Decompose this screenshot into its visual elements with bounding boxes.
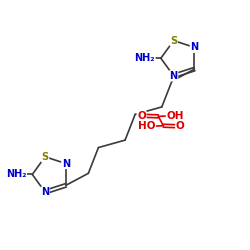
Text: S: S [170,36,177,46]
Text: O: O [176,121,184,131]
Text: N: N [62,158,70,168]
Text: O: O [137,111,146,121]
Text: N: N [190,42,198,52]
Text: N: N [170,71,178,81]
Text: N: N [41,187,49,197]
Text: NH₂: NH₂ [6,170,26,179]
Text: HO: HO [138,121,155,131]
Text: S: S [42,152,49,162]
Text: OH: OH [166,111,184,121]
Text: NH₂: NH₂ [134,53,155,63]
